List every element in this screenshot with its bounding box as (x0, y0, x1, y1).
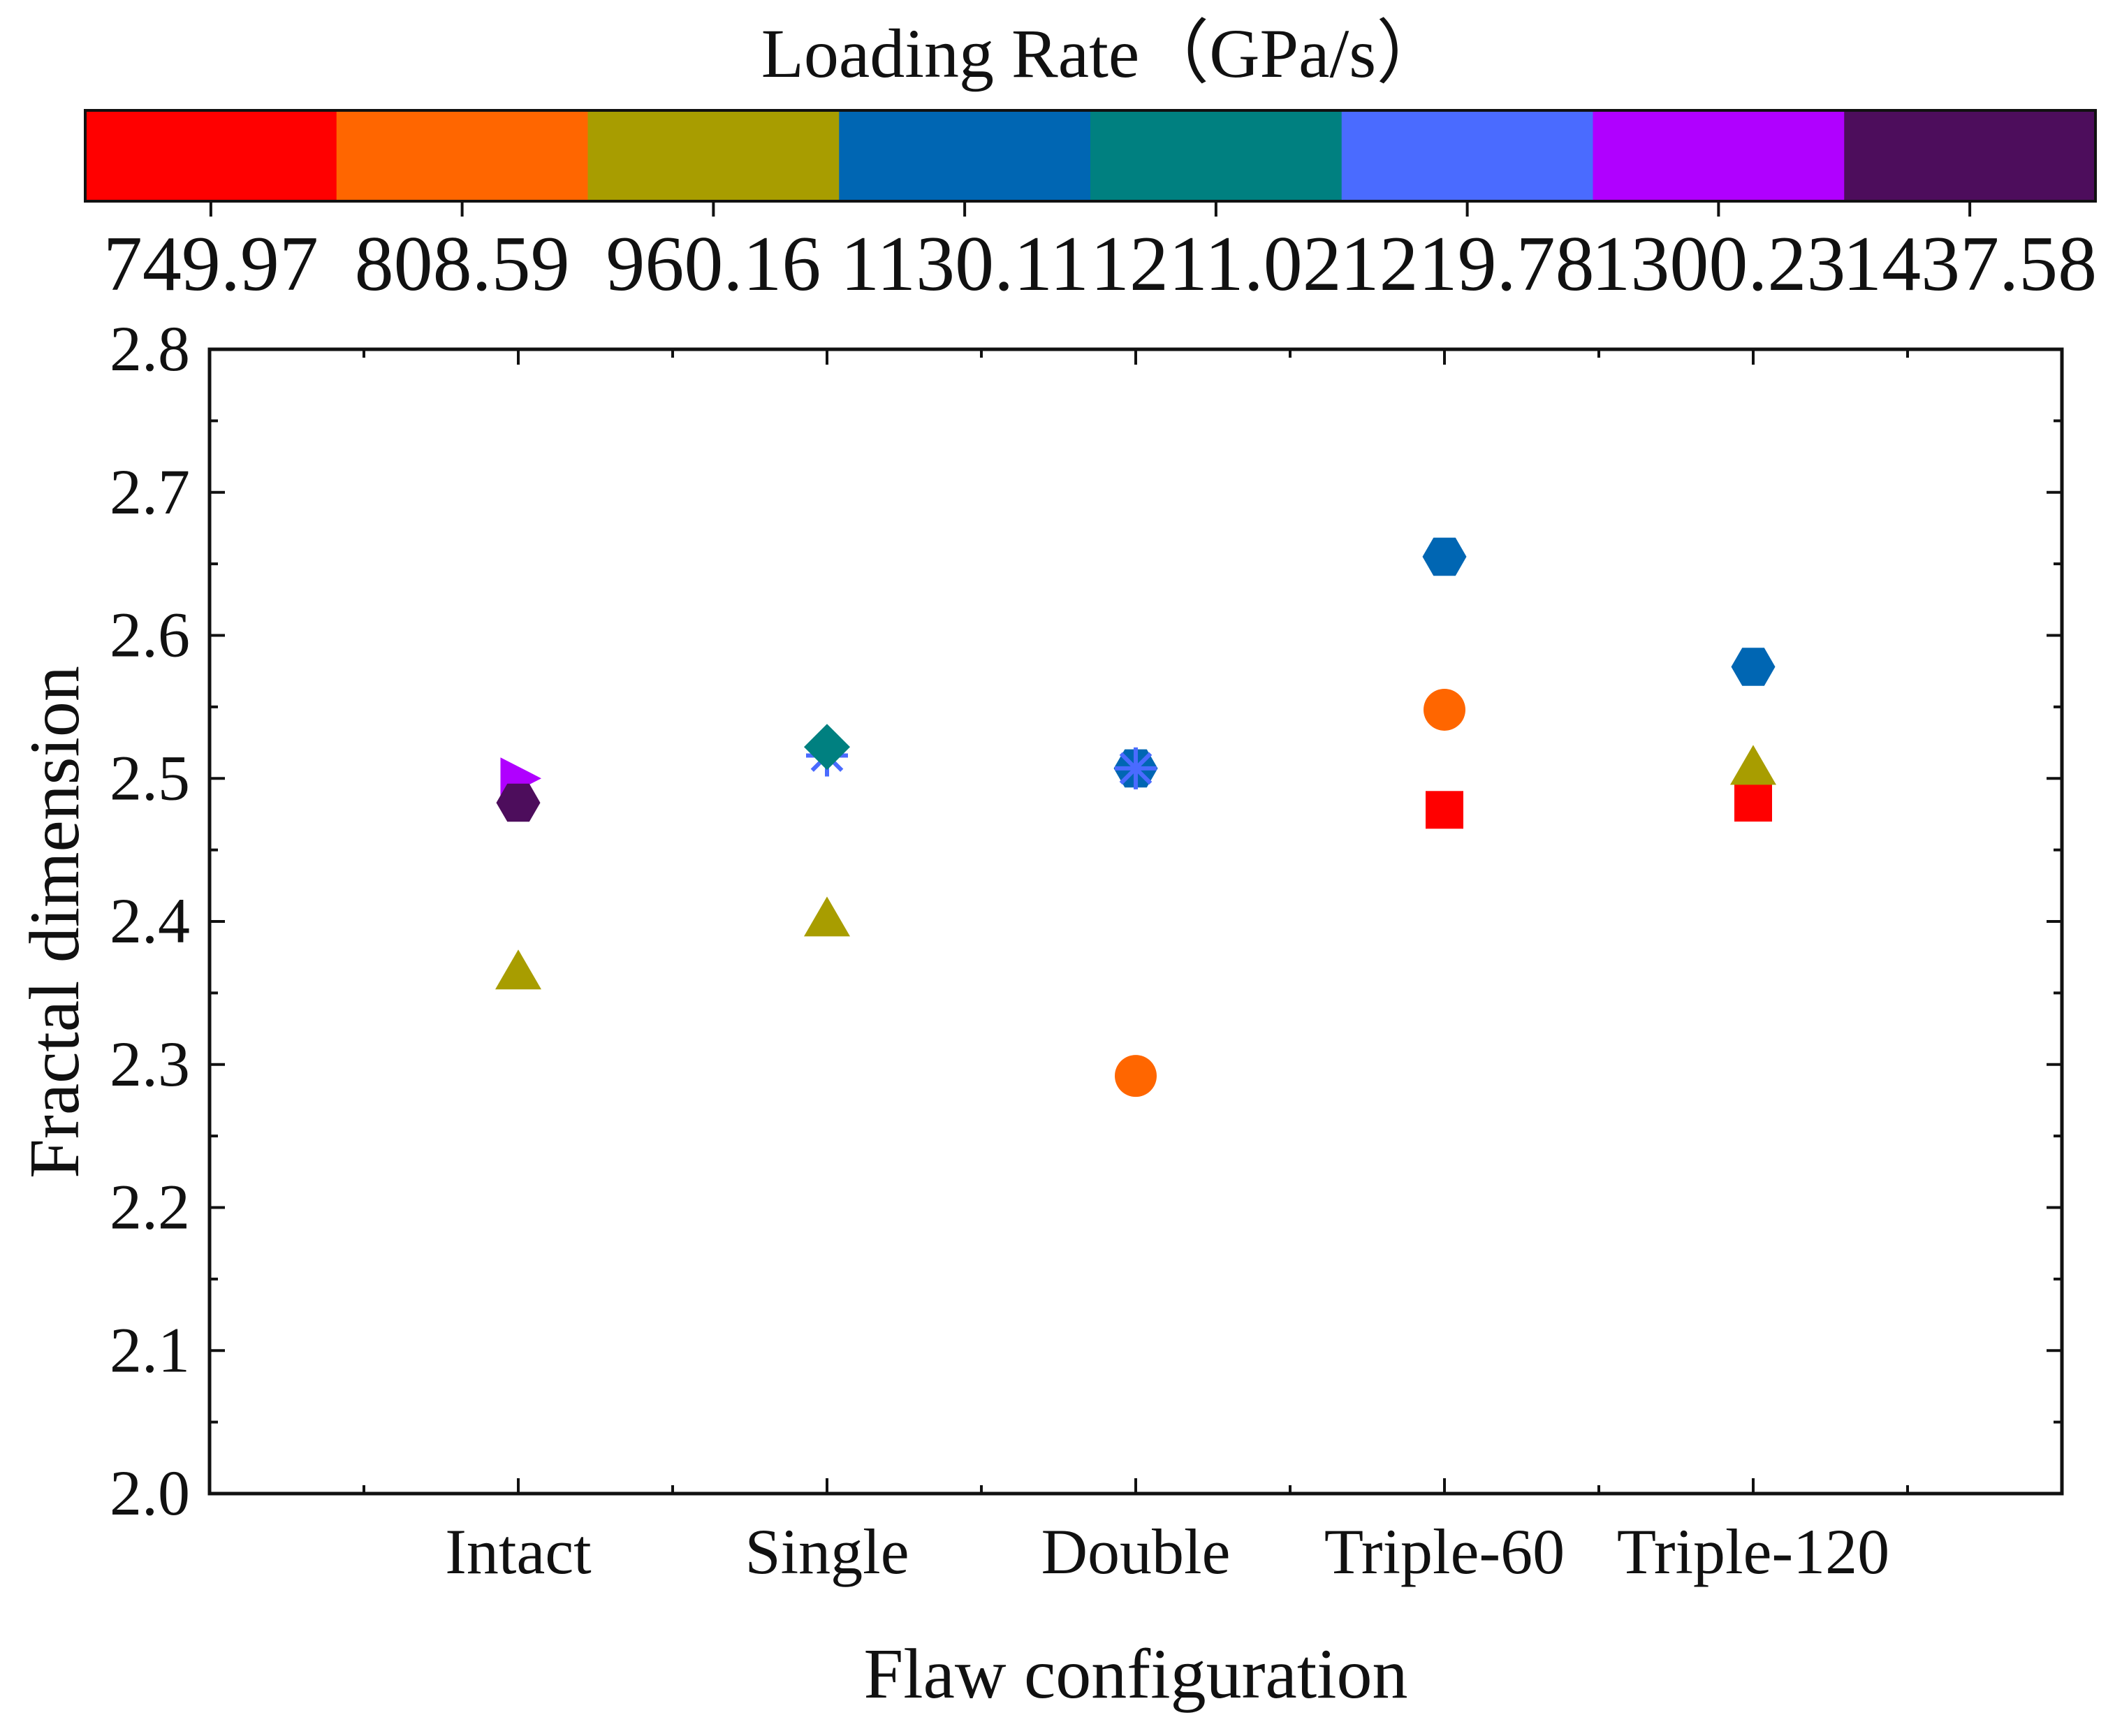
colorbar-title: Loading Rate（GPa/s） (761, 15, 1446, 92)
colorbar-swatch-749.97 (85, 110, 337, 201)
plot-area (207, 347, 2064, 1496)
data-point-square (1734, 784, 1772, 822)
x-tick-label: Triple-60 (1324, 1516, 1565, 1587)
y-tick-label: 2.0 (110, 1457, 190, 1529)
colorbar-label: 749.97 (103, 221, 319, 307)
colorbar-label: 1219.78 (1340, 221, 1595, 307)
data-points (495, 537, 1776, 1097)
data-point-hexagon (496, 783, 541, 822)
y-tick-label: 2.2 (110, 1172, 190, 1243)
colorbar-frame (84, 109, 2097, 203)
colorbar-label: 1130.11 (840, 221, 1089, 307)
data-point-triangle (1730, 745, 1776, 785)
y-tick-label: 2.1 (110, 1314, 190, 1385)
x-axis: Intact Single Double Triple-60 Triple-120 (363, 349, 1909, 1587)
data-point-triangle (804, 896, 850, 937)
x-tick-label: Single (745, 1516, 909, 1587)
x-tick-label: Double (1041, 1516, 1231, 1587)
colorbar-label: 808.59 (355, 221, 570, 307)
colorbar-ticks: 749.97 808.59 960.16 1130.11 1211.021219.781… (103, 201, 2097, 307)
y-tick-label: 2.8 (110, 313, 190, 384)
x-axis-title: Flaw configuration (864, 1635, 1408, 1714)
colorbar-swatch-1130.11 (839, 110, 1091, 201)
colorbar-swatch-808.59 (336, 110, 588, 201)
data-point-square (1426, 791, 1463, 829)
colorbar-swatch-1219.78 (1341, 110, 1593, 201)
data-point-circle (1115, 1055, 1157, 1097)
data-point-circle (1424, 688, 1465, 731)
star-stroke (1119, 752, 1153, 785)
colorbar-label: 1437.58 (1843, 221, 2097, 307)
x-tick-label: Triple-120 (1617, 1516, 1889, 1587)
colorbar-label: 960.16 (606, 221, 821, 307)
colorbar-label: 1300.23 (1591, 221, 1845, 307)
data-point-diamond (804, 724, 850, 771)
y-tick-label: 2.6 (110, 599, 190, 671)
y-tick-label: 2.4 (110, 885, 190, 956)
data-point-hexagon (1422, 537, 1467, 576)
data-point-hexagon (1731, 648, 1776, 686)
data-point-star (1115, 747, 1157, 789)
y-axis: 2.0 2.1 2.2 2.3 2.4 2.5 2.6 2.7 2.8 (110, 313, 2062, 1529)
colorbar (85, 110, 2096, 201)
colorbar-swatch-1437.58 (1844, 110, 2096, 201)
colorbar-swatch-1300.23 (1593, 110, 1845, 201)
y-tick-label: 2.3 (110, 1028, 190, 1100)
colorbar-swatch-960.16 (587, 110, 840, 201)
data-point-triangle (495, 949, 541, 990)
y-tick-label: 2.5 (110, 742, 190, 813)
colorbar-label: 1211.02 (1090, 221, 1342, 307)
colorbar-swatch-1211.02 (1090, 110, 1342, 201)
x-tick-label: Intact (445, 1516, 592, 1587)
y-tick-label: 2.7 (110, 456, 190, 527)
y-axis-title: Fractal dimension (15, 666, 94, 1179)
